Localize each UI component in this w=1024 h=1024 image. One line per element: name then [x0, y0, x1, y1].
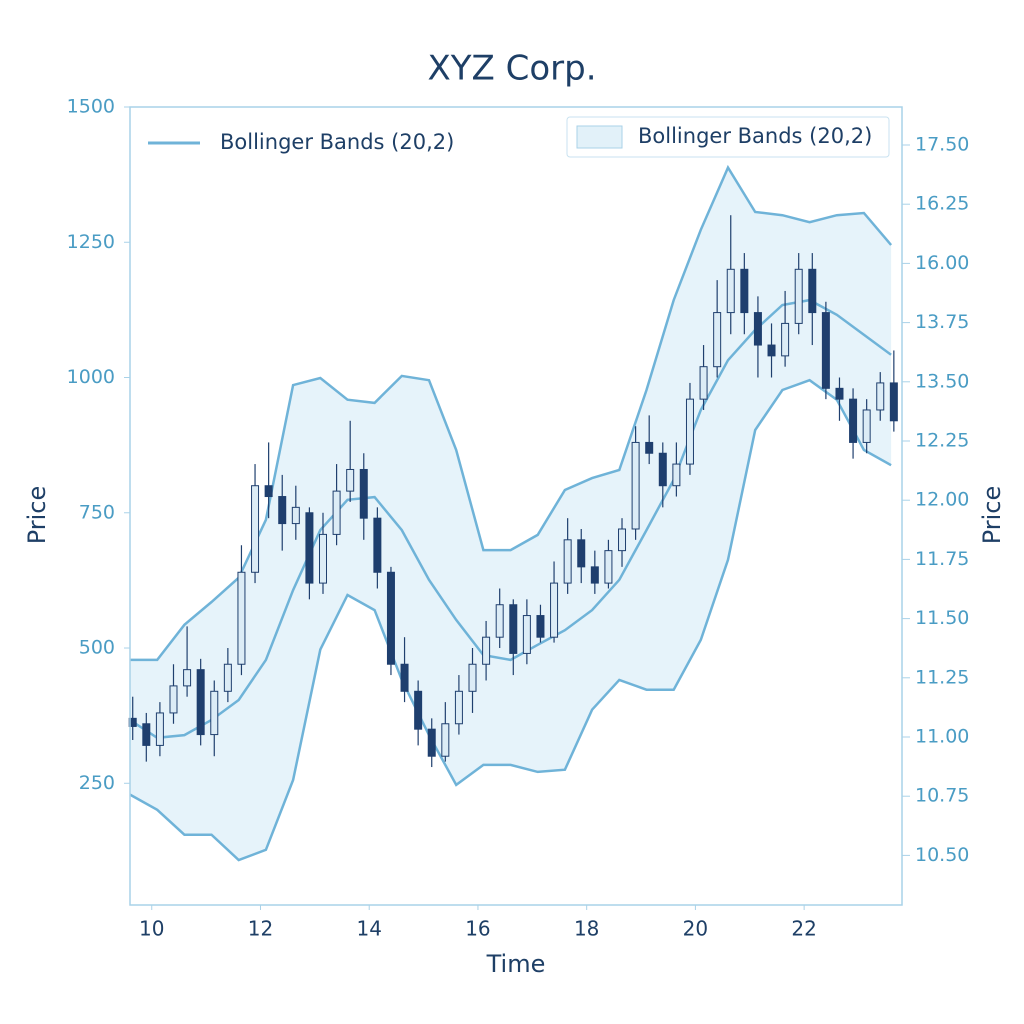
candle-body — [414, 690, 423, 730]
candle-body — [183, 669, 192, 687]
x-tick-label: 20 — [683, 917, 708, 941]
candle-body — [685, 398, 694, 465]
candle-body — [169, 685, 178, 714]
candle-body — [726, 268, 735, 314]
x-tick-label: 10 — [139, 917, 164, 941]
band-lower-line — [129, 378, 892, 862]
y2-tick-label: 11.00 — [915, 726, 969, 748]
legend-fill-swatch — [576, 125, 623, 149]
y2-tick-label: 13.50 — [915, 370, 969, 392]
candle-body — [155, 712, 164, 746]
y2-axis-label: Price — [978, 486, 1006, 545]
candle-body — [821, 312, 830, 389]
y2-tick-label: 11.25 — [915, 666, 969, 688]
candle-body — [196, 669, 205, 736]
y-tick-label: 500 — [79, 637, 115, 659]
y-tick-label: 1000 — [67, 366, 115, 388]
band-area — [130, 167, 892, 861]
chart-title: XYZ Corp. — [427, 49, 596, 89]
candle-body — [482, 636, 491, 665]
candle-body — [359, 468, 368, 519]
candle-body — [658, 452, 667, 487]
candle-body — [427, 728, 436, 757]
candle-body — [454, 690, 463, 725]
y2-tick-label: 12.00 — [915, 489, 969, 511]
candle-body — [672, 463, 681, 487]
y2-tick-label: 12.25 — [915, 430, 969, 452]
y2-tick-label: 13.75 — [915, 311, 969, 333]
candle-body — [849, 398, 858, 443]
candle-body — [645, 441, 654, 454]
legend-box — [566, 116, 890, 158]
candle-body — [142, 723, 151, 746]
candle-body — [740, 268, 749, 314]
candle-body — [713, 312, 722, 368]
y2-tick-label: 10.75 — [915, 785, 969, 807]
y2-tick-label: 16.00 — [915, 252, 969, 274]
y-tick-label: 250 — [79, 772, 115, 794]
candle-body — [631, 441, 640, 530]
y-tick-label: 1500 — [67, 96, 115, 118]
y2-tick-label: 10.50 — [915, 844, 969, 866]
y2-tick-label: 17.50 — [915, 134, 969, 156]
candle-body — [386, 571, 395, 665]
x-tick-label: 16 — [465, 917, 490, 941]
candle-body — [441, 723, 450, 757]
candle-body — [400, 663, 409, 692]
candle-body — [753, 312, 762, 346]
candle-body — [251, 485, 260, 573]
plot-area — [128, 164, 898, 862]
candle-body — [876, 382, 885, 411]
x-tick-label: 18 — [574, 917, 599, 941]
legend-label: Bollinger Bands (20,2) — [220, 130, 454, 154]
x-tick-label: 14 — [356, 917, 381, 941]
candle-body — [278, 496, 287, 525]
candle-body — [319, 533, 327, 584]
candle-body — [577, 539, 586, 568]
candle-body — [509, 604, 518, 654]
candle-body — [889, 382, 898, 422]
candle-body — [237, 571, 246, 665]
candle-body — [346, 468, 355, 492]
band-middle-line — [129, 298, 892, 740]
x-tick-label: 22 — [791, 917, 816, 941]
candle-body — [210, 690, 219, 736]
candle-body — [808, 268, 817, 314]
candle-body — [794, 268, 803, 324]
candle-body — [618, 528, 627, 552]
candle-body — [604, 550, 613, 584]
candle-body — [332, 490, 341, 535]
plot-frame — [129, 106, 903, 906]
candle-body — [835, 387, 844, 400]
candle-body — [264, 485, 273, 498]
candle-body — [223, 663, 232, 692]
candle-body — [305, 512, 314, 584]
x-tick-label: 12 — [248, 917, 273, 941]
candle-body — [699, 366, 708, 400]
y2-tick-label: 11.50 — [915, 607, 969, 629]
y-tick-label: 1250 — [67, 231, 115, 253]
candle-body — [291, 506, 300, 525]
y-tick-label: 750 — [79, 501, 115, 523]
y-axis-label: Price — [23, 486, 51, 545]
candle-body — [495, 604, 504, 638]
candle-body — [590, 566, 599, 584]
candle-body — [128, 717, 137, 727]
candle-body — [767, 344, 776, 357]
candle-body — [563, 539, 572, 584]
candle-body — [468, 663, 477, 692]
x-axis-label: Time — [486, 950, 546, 978]
legend-label: Bollinger Bands (20,2) — [638, 124, 872, 148]
candle-body — [522, 615, 531, 654]
y2-tick-label: 11.75 — [915, 548, 969, 570]
candle-body — [536, 615, 545, 638]
candle-body — [862, 409, 871, 443]
y2-tick-label: 16.25 — [915, 193, 969, 215]
candle-body — [781, 322, 790, 357]
candle-body — [373, 517, 382, 573]
candle-body — [550, 582, 559, 638]
